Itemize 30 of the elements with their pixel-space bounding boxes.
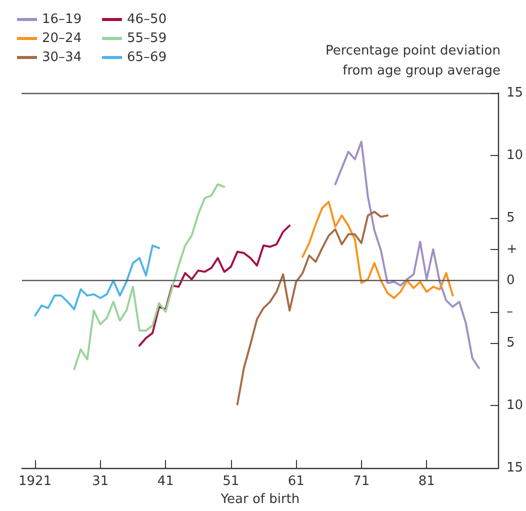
x-tick-label: 1921 [18,474,52,490]
line-series [302,200,454,300]
x-tick-label: 61 [288,474,304,490]
y-tick-label: 10 [506,398,524,414]
line-series [34,244,160,317]
legend-label: 65–69 [127,50,167,65]
legend-label: 30–34 [42,50,82,65]
y-tick-label: 5 [506,210,515,226]
line-series [73,183,226,370]
y-tick-label: 5 [506,336,515,351]
x-tick-label: 51 [222,474,240,490]
y-tick-label: 15 [506,460,524,476]
line-series [236,210,388,406]
legend-label: 46–50 [127,12,167,27]
x-tick-label: 41 [157,474,174,490]
y-tick-label: + [506,242,518,257]
y-axis-title: Percentage point deviation from age group average [325,44,500,78]
legend-label: 20–24 [42,31,82,46]
x-tick-label: 81 [418,474,435,490]
y-tick-label: – [506,304,513,320]
y-tick-label: 10 [506,148,524,164]
x-tick-label: 31 [92,474,109,490]
y-tick-label: 0 [506,273,515,288]
legend-label: 16–19 [42,12,82,27]
x-tick-label: 71 [353,474,370,490]
legend-label: 55–59 [127,31,167,46]
x-axis-title: Year of birth [220,492,300,507]
line-series [138,224,291,347]
y-tick-label: 15 [506,86,524,100]
line-series [334,140,480,370]
